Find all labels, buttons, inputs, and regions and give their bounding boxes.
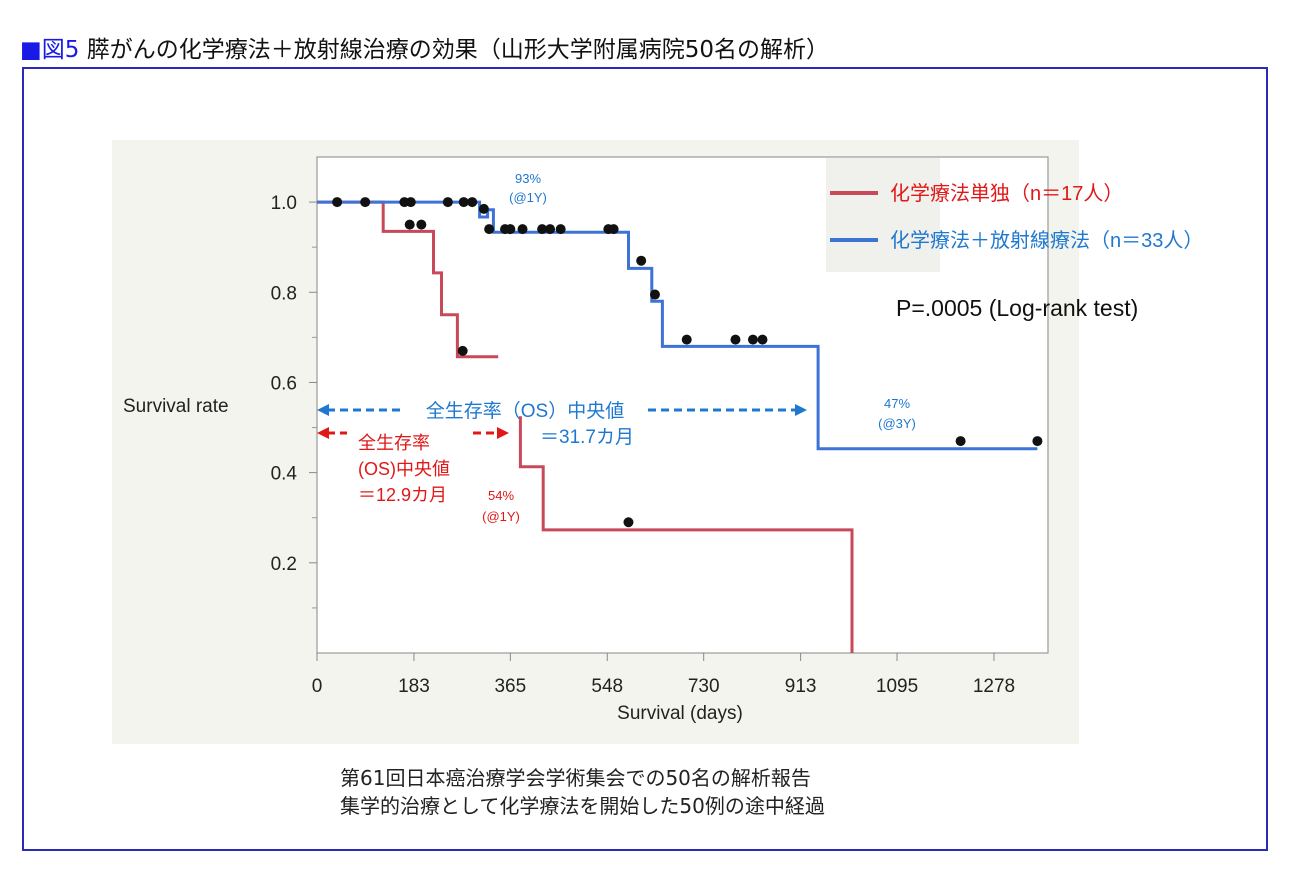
figure-title-text: 膵がんの化学療法＋放射線治療の効果（山形大学附属病院50名の解析） xyxy=(86,37,829,63)
x-tick-label: 0 xyxy=(312,676,323,697)
y-tick-label: 0.4 xyxy=(271,464,298,485)
censor-point-chemo-rad xyxy=(757,334,768,345)
legend-label-chemo: 化学療法単独（n＝17人） xyxy=(890,182,1123,205)
median-label-red-1: 全生存率 xyxy=(358,433,430,453)
y-tick-label: 0.2 xyxy=(271,554,297,575)
figure-number: 図5 xyxy=(41,37,80,63)
y-axis-title: Survival rate xyxy=(123,396,229,417)
caption-line-1: 第61回日本癌治療学会学術集会での50名の解析報告 xyxy=(340,766,811,790)
annotation-red-1y-label: (@1Y) xyxy=(482,509,520,524)
annotation-blue-1y-pct: 93% xyxy=(515,171,541,186)
censor-point-chemo xyxy=(416,219,427,230)
x-tick-label: 913 xyxy=(785,676,817,697)
censor-point-chemo-rad xyxy=(747,334,758,345)
censor-point-chemo-rad xyxy=(681,334,692,345)
median-arrowhead-blue-left xyxy=(317,404,329,416)
censor-point-chemo xyxy=(442,197,453,208)
censor-point-chemo-rad xyxy=(478,203,489,214)
title-marker: ■ xyxy=(20,37,42,63)
x-tick-label: 730 xyxy=(688,676,720,697)
caption-line-2: 集学的治療として化学療法を開始した50例の途中経過 xyxy=(340,794,825,818)
censor-point-chemo xyxy=(404,219,415,230)
y-tick-label: 0.8 xyxy=(271,283,297,304)
median-arrowhead-red-right xyxy=(497,427,509,439)
x-tick-label: 1095 xyxy=(876,676,918,697)
censor-point-chemo-rad xyxy=(484,224,495,235)
censor-point-chemo-rad xyxy=(517,224,528,235)
median-label-red-2: (OS)中央値 xyxy=(358,459,450,479)
x-axis-title: Survival (days) xyxy=(617,703,743,724)
censor-point-chemo-rad xyxy=(545,224,556,235)
censor-point-chemo-rad xyxy=(608,224,619,235)
annotation-red-1y-pct: 54% xyxy=(488,488,514,503)
p-value-annotation: P=.0005 (Log-rank test) xyxy=(896,295,1138,321)
censor-point-chemo-rad xyxy=(649,289,660,300)
figure-frame xyxy=(22,67,1268,851)
median-label-blue: 全生存率（OS）中央値 xyxy=(426,400,624,422)
x-tick-label: 365 xyxy=(494,676,526,697)
y-tick-label: 1.0 xyxy=(271,193,297,214)
censor-point-chemo-rad xyxy=(636,255,647,266)
x-tick-label: 183 xyxy=(398,676,430,697)
censor-point-chemo xyxy=(405,197,416,208)
x-tick-label: 548 xyxy=(591,676,623,697)
censor-point-chemo xyxy=(467,197,478,208)
censor-point-chemo-rad xyxy=(537,224,548,235)
figure-caption: 第61回日本癌治療学会学術集会での50名の解析報告 集学的治療として化学療法を開… xyxy=(340,764,825,820)
censor-point-chemo xyxy=(360,197,371,208)
figure-title: ■図5 膵がんの化学療法＋放射線治療の効果（山形大学附属病院50名の解析） xyxy=(20,30,829,64)
censor-point-chemo-rad xyxy=(955,436,966,447)
y-tick-label: 0.6 xyxy=(271,373,297,394)
x-tick-label: 1278 xyxy=(973,676,1015,697)
censor-point-chemo-rad xyxy=(555,224,566,235)
censor-point-chemo xyxy=(458,197,469,208)
censor-point-chemo xyxy=(332,197,343,208)
censor-point-chemo-rad xyxy=(1032,436,1043,447)
legend-label-chemo-rad: 化学療法＋放射線療法（n＝33人） xyxy=(890,229,1203,252)
annotation-blue-3y-label: (@3Y) xyxy=(878,416,916,431)
annotation-blue-1y-label: (@1Y) xyxy=(509,190,547,205)
series-line-chemo-rad xyxy=(317,200,1038,451)
median-arrowhead-red-left xyxy=(317,427,329,439)
median-value-blue: ＝31.7カ月 xyxy=(540,427,634,448)
median-value-red: ＝12.9カ月 xyxy=(358,485,447,505)
series-line-chemo xyxy=(317,200,499,359)
median-arrowhead-blue-right xyxy=(795,404,807,416)
censor-point-chemo-rad xyxy=(505,224,516,235)
censor-point-chemo xyxy=(457,345,468,356)
series-line-chemo-lower xyxy=(518,416,854,653)
legend-box xyxy=(826,158,940,272)
annotation-blue-3y-pct: 47% xyxy=(884,396,910,411)
censor-point-chemo xyxy=(623,517,634,528)
censor-point-chemo-rad xyxy=(730,334,741,345)
